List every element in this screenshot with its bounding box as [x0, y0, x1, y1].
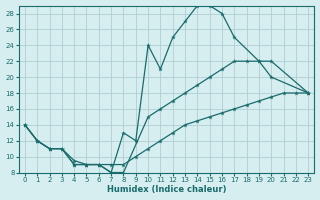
X-axis label: Humidex (Indice chaleur): Humidex (Indice chaleur) [107, 185, 226, 194]
